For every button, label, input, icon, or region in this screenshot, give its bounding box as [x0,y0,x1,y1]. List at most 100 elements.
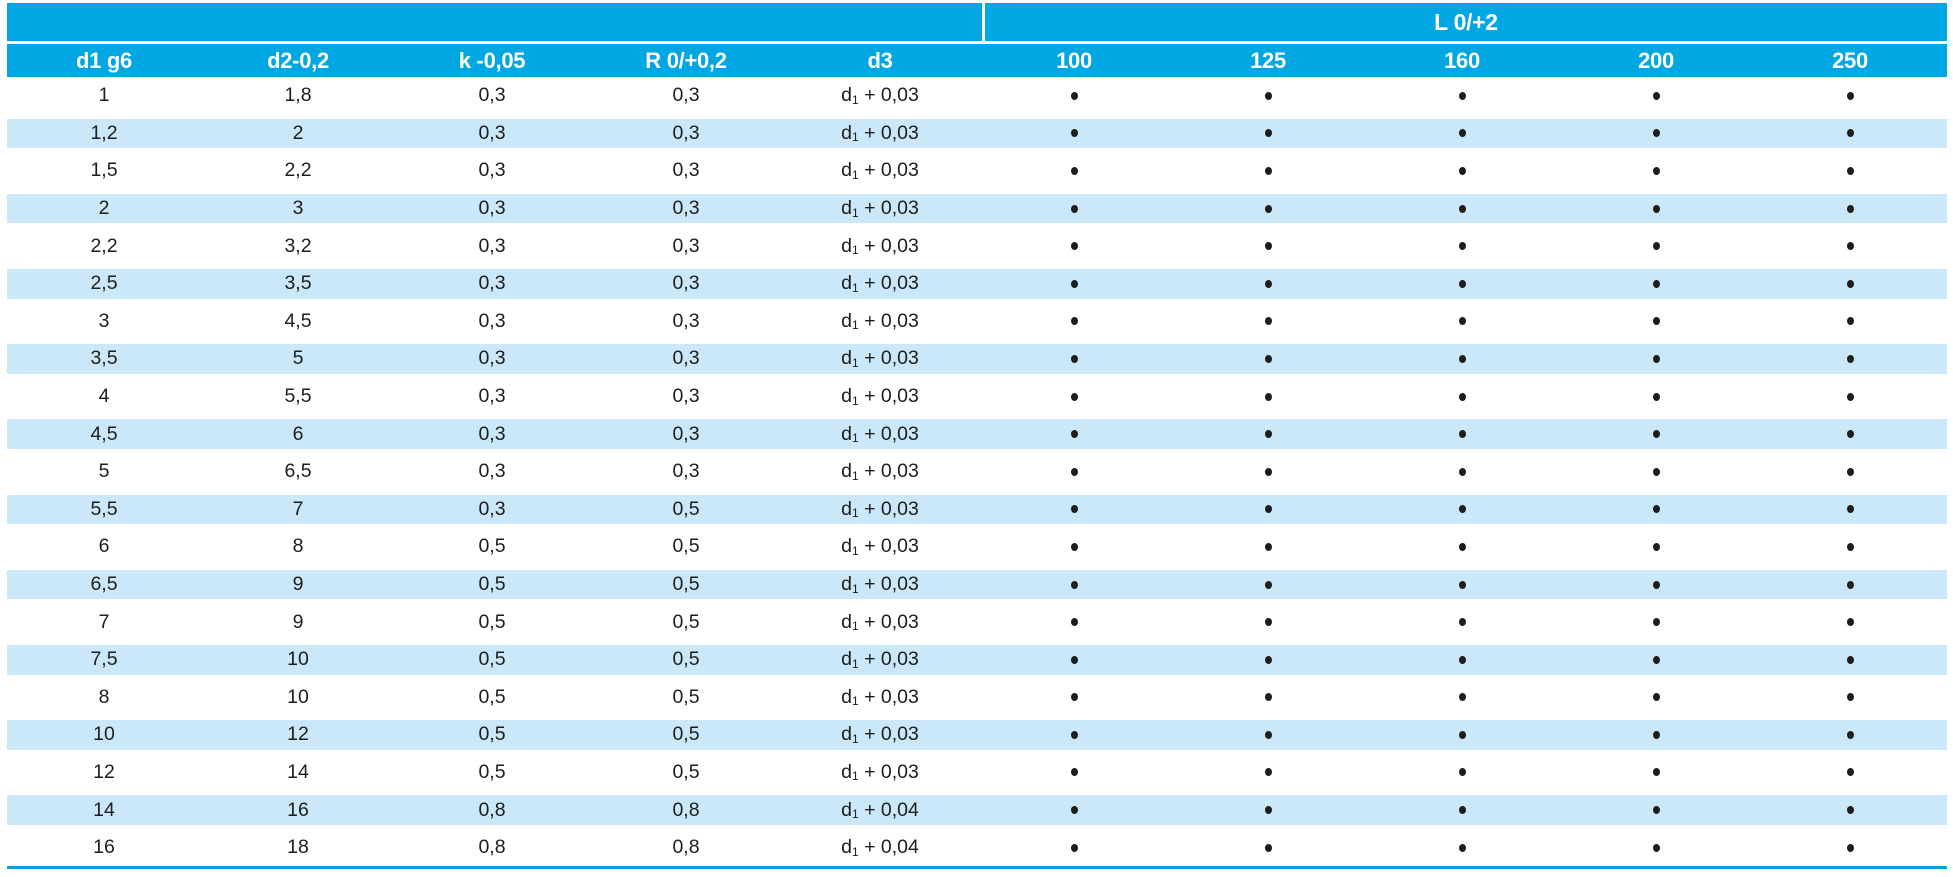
cell-l160 [1365,419,1559,449]
cell-r: 0,3 [672,385,700,408]
spanner-band-divider [982,3,985,41]
cell-d1: 14 [93,798,115,821]
column-header-r: R 0/+0,2 [645,47,727,73]
availability-dot [1264,542,1272,551]
availability-dot [1652,204,1660,213]
table-bottom-rule [7,866,1947,870]
cell-r: 0,3 [672,121,700,144]
cell-l160 [1365,720,1559,750]
cell-k: 0,5 [478,610,506,633]
cell-l200 [1559,720,1753,750]
cell-l250 [1753,378,1947,416]
cell-k: 0,5 [478,685,506,708]
cell-d1: 3,5 [90,347,118,370]
cell-l160 [1365,227,1559,265]
cell-d1: 16 [93,836,115,859]
cell-r: 0,3 [672,159,700,182]
cell-d1: 5 [98,460,110,483]
cell-d2: 3 [292,197,304,220]
availability-dot [1264,430,1272,439]
cell-l200 [1559,453,1753,491]
availability-dot [1846,505,1854,514]
cell-l200 [1559,570,1753,600]
cell-d1: 8 [98,685,110,708]
cell-r: 0,5 [672,497,700,520]
cell-l160 [1365,152,1559,190]
availability-dot [1846,430,1854,439]
availability-dot [1652,392,1660,401]
cell-l250 [1753,152,1947,190]
cell-l125 [1171,303,1365,341]
length-span-header: L 0/+2 [985,3,1947,41]
cell-l100 [977,570,1171,600]
cell-l160 [1365,269,1559,299]
availability-dot [1264,242,1272,251]
availability-dot [1458,505,1466,514]
availability-dot [1070,806,1078,815]
availability-dot [1070,655,1078,664]
cell-k: 0,3 [478,422,506,445]
cell-l160 [1365,528,1559,566]
cell-l250 [1753,77,1947,115]
cell-r: 0,5 [672,723,700,746]
availability-dot [1458,91,1466,100]
availability-dot [1264,843,1272,852]
cell-r: 0,5 [672,573,700,596]
availability-dot [1652,542,1660,551]
cell-d2: 9 [292,610,304,633]
availability-dot [1070,279,1078,288]
availability-dot [1264,392,1272,401]
cell-d2: 9 [292,573,304,596]
availability-dot [1652,279,1660,288]
cell-l200 [1559,77,1753,115]
cell-l100 [977,269,1171,299]
length-header-100: 100 [1056,47,1092,73]
availability-dot [1652,806,1660,815]
cell-l250 [1753,795,1947,825]
availability-dot [1458,843,1466,852]
cell-k: 0,3 [478,347,506,370]
availability-dot [1264,279,1272,288]
availability-dot [1458,655,1466,664]
cell-l200 [1559,344,1753,374]
availability-dot [1458,693,1466,702]
cell-l160 [1365,645,1559,675]
column-header-d3: d3 [867,47,893,73]
cell-l250 [1753,344,1947,374]
cell-l250 [1753,754,1947,792]
cell-l125 [1171,378,1365,416]
availability-dot [1070,618,1078,627]
cell-l250 [1753,269,1947,299]
cell-d2: 16 [287,798,309,821]
cell-l100 [977,152,1171,190]
cell-k: 0,3 [478,121,506,144]
availability-dot [1846,843,1854,852]
cell-l200 [1559,528,1753,566]
availability-dot [1458,242,1466,251]
cell-d2: 6,5 [284,460,312,483]
cell-d1: 4 [98,385,110,408]
cell-d2: 10 [287,648,309,671]
cell-k: 0,5 [478,648,506,671]
availability-dot [1458,392,1466,401]
cell-l200 [1559,227,1753,265]
availability-dot [1264,655,1272,664]
cell-l250 [1753,453,1947,491]
cell-l100 [977,679,1171,717]
cell-k: 0,3 [478,197,506,220]
cell-l200 [1559,269,1753,299]
cell-d1: 1,5 [90,159,118,182]
cell-d2: 8 [292,535,304,558]
availability-dot [1264,693,1272,702]
cell-l250 [1753,679,1947,717]
